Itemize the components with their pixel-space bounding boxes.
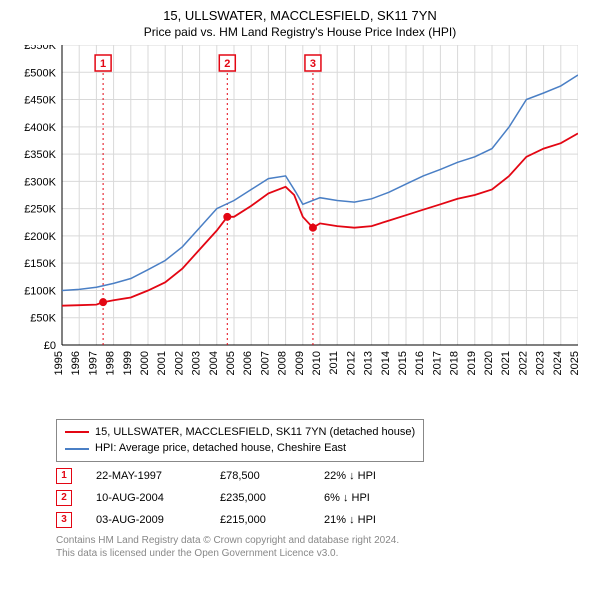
svg-text:2012: 2012 [345,351,357,375]
svg-text:2013: 2013 [363,351,375,375]
svg-text:2021: 2021 [500,351,512,375]
sales-table: 1 22-MAY-1997 £78,500 22% ↓ HPI 2 10-AUG-2004… [56,468,590,528]
svg-text:2001: 2001 [156,351,168,375]
svg-text:2024: 2024 [552,351,564,375]
svg-text:£450K: £450K [24,94,56,106]
legend-row: 15, ULLSWATER, MACCLESFIELD, SK11 7YN (d… [65,424,415,441]
svg-text:2006: 2006 [242,351,254,375]
footnote-line1: Contains HM Land Registry data © Crown c… [56,534,590,547]
sale-delta: 22% ↓ HPI [324,470,424,482]
svg-text:1996: 1996 [70,351,82,375]
sale-price: £78,500 [220,470,300,482]
legend-swatch [65,448,89,450]
svg-text:2014: 2014 [380,351,392,375]
svg-text:2000: 2000 [139,351,151,375]
svg-text:2003: 2003 [191,351,203,375]
svg-text:2025: 2025 [569,351,578,375]
svg-text:2018: 2018 [449,351,461,375]
svg-text:£250K: £250K [24,204,56,216]
svg-text:2011: 2011 [328,351,340,375]
sale-marker-box: 1 [56,468,72,484]
svg-text:1997: 1997 [87,351,99,375]
svg-text:£100K: £100K [24,285,56,297]
svg-text:1: 1 [100,58,106,70]
chart-title: 15, ULLSWATER, MACCLESFIELD, SK11 7YN [10,8,590,25]
sale-row: 3 03-AUG-2009 £215,000 21% ↓ HPI [56,512,590,528]
svg-text:2019: 2019 [466,351,478,375]
sale-row: 2 10-AUG-2004 £235,000 6% ↓ HPI [56,490,590,506]
sale-date: 10-AUG-2004 [96,492,196,504]
svg-text:2004: 2004 [208,351,220,375]
svg-text:1999: 1999 [122,351,134,375]
svg-text:2009: 2009 [294,351,306,375]
svg-text:£150K: £150K [24,258,56,270]
chart-area: £0 £50K £100K £150K £200K £250K £300K £350K £400… [18,45,578,375]
svg-text:2022: 2022 [517,351,529,375]
svg-text:£500K: £500K [24,67,56,79]
footnote: Contains HM Land Registry data © Crown c… [56,534,590,560]
svg-text:2016: 2016 [414,351,426,375]
legend-label: HPI: Average price, detached house, Ches… [95,440,346,457]
svg-text:1998: 1998 [105,351,117,375]
sale-date: 22-MAY-1997 [96,470,196,482]
svg-text:£200K: £200K [24,231,56,243]
svg-text:2008: 2008 [277,351,289,375]
svg-text:3: 3 [310,58,316,70]
chart-container: 15, ULLSWATER, MACCLESFIELD, SK11 7YN Pr… [0,0,600,590]
svg-text:1995: 1995 [53,351,65,375]
svg-text:£350K: £350K [24,149,56,161]
svg-text:2020: 2020 [483,351,495,375]
sale-delta: 6% ↓ HPI [324,492,424,504]
legend-box: 15, ULLSWATER, MACCLESFIELD, SK11 7YN (d… [56,419,424,462]
sale-marker-box: 3 [56,512,72,528]
sale-date: 03-AUG-2009 [96,514,196,526]
svg-text:£300K: £300K [24,176,56,188]
sale-delta: 21% ↓ HPI [324,514,424,526]
svg-text:£400K: £400K [24,122,56,134]
svg-text:2015: 2015 [397,351,409,375]
chart-subtitle: Price paid vs. HM Land Registry's House … [10,25,590,39]
svg-text:£0: £0 [44,340,56,352]
svg-text:2007: 2007 [259,351,271,375]
legend-row: HPI: Average price, detached house, Ches… [65,440,415,457]
svg-text:2005: 2005 [225,351,237,375]
svg-text:2: 2 [224,58,230,70]
sale-marker-box: 2 [56,490,72,506]
sale-price: £215,000 [220,514,300,526]
svg-text:£550K: £550K [24,45,56,52]
svg-text:2023: 2023 [535,351,547,375]
sale-row: 1 22-MAY-1997 £78,500 22% ↓ HPI [56,468,590,484]
svg-text:£50K: £50K [30,313,56,325]
svg-text:2002: 2002 [173,351,185,375]
legend-label: 15, ULLSWATER, MACCLESFIELD, SK11 7YN (d… [95,424,415,441]
footnote-line2: This data is licensed under the Open Gov… [56,547,590,560]
chart-svg: £0 £50K £100K £150K £200K £250K £300K £350K £400… [18,45,578,375]
svg-text:2017: 2017 [431,351,443,375]
sale-price: £235,000 [220,492,300,504]
svg-text:2010: 2010 [311,351,323,375]
legend-swatch [65,431,89,433]
